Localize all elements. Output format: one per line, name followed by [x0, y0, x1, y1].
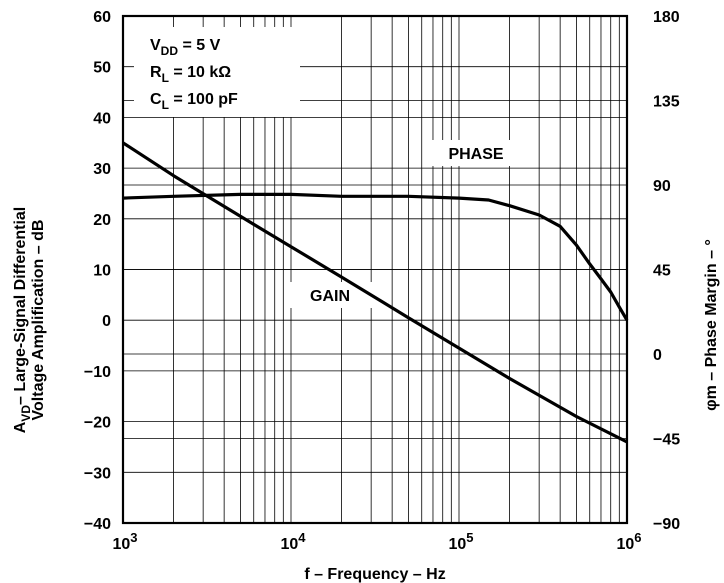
y-right-tick-label: 135 — [653, 94, 680, 111]
phase-curve — [122, 192, 629, 322]
y-left-axis-title: AVD– Large-Signal Differential Voltage A… — [12, 207, 47, 434]
plot-frame — [121, 14, 629, 525]
y-right-tick-label: −90 — [653, 516, 680, 533]
tick-labels: 60 50 40 30 20 10 0 −10 −20 −30 −40 180 135 90 45 0 −45 −… — [84, 9, 680, 553]
x-tick-label: 106 — [616, 530, 641, 553]
vdd-condition: VDD = 5 V — [150, 37, 221, 58]
y-right-tick-label: 180 — [653, 9, 680, 26]
y-right-axis-title: φm – Phase Margin – ° — [703, 239, 720, 411]
rl-condition: RL = 10 kΩ — [150, 64, 231, 85]
y-left-tick-label: 10 — [93, 263, 111, 280]
y-left-tick-label: 20 — [93, 212, 111, 229]
gain-series-label: GAIN — [310, 288, 350, 305]
phase-series-label: PHASE — [448, 146, 503, 163]
svg-text:φm – Phase Margin – °: φm – Phase Margin – ° — [703, 239, 720, 411]
y-left-tick-label: 0 — [102, 313, 111, 330]
x-tick-label: 104 — [280, 530, 306, 553]
y-left-tick-label: 40 — [93, 110, 111, 127]
phase-label-background — [432, 140, 522, 166]
y-right-tick-label: −45 — [653, 432, 680, 449]
legend-background — [134, 27, 300, 117]
y-left-tick-label: −20 — [84, 415, 111, 432]
x-tick-label: 103 — [112, 530, 137, 553]
conditions-legend: VDD = 5 V RL = 10 kΩ CL = 100 pF — [134, 27, 300, 117]
y-left-title-line1: AVD– Large-Signal Differential — [12, 207, 33, 434]
series-labels: PHASE GAIN — [284, 140, 522, 308]
gain-label-background — [284, 282, 376, 308]
y-left-tick-label: 60 — [93, 9, 111, 26]
cl-condition: CL = 100 pF — [150, 91, 238, 112]
y-right-tick-label: 0 — [653, 347, 662, 364]
y-right-tick-label: 90 — [653, 178, 671, 195]
y-left-tick-label: −10 — [84, 364, 111, 381]
y-left-tick-label: 30 — [93, 161, 111, 178]
x-tick-label: 105 — [448, 530, 473, 553]
y-right-tick-label: 45 — [653, 263, 671, 280]
y-left-tick-label: 50 — [93, 60, 111, 77]
y-left-tick-label: −40 — [84, 516, 111, 533]
y-left-tick-label: −30 — [84, 465, 111, 482]
curves — [122, 141, 629, 444]
x-axis-title: f – Frequency – Hz — [304, 566, 445, 583]
y-left-title-line2: Voltage Amplification – dB — [30, 220, 47, 421]
